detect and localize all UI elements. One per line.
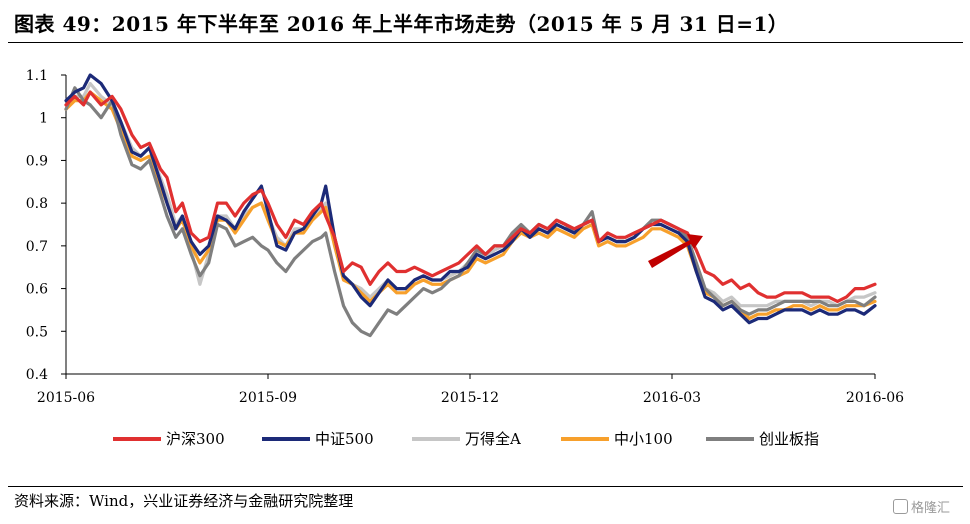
legend-label: 创业板指 — [759, 430, 819, 448]
footer-divider — [8, 486, 963, 487]
y-tick-label: 0.4 — [26, 367, 48, 383]
line-chart: 0.4 0.5 0.6 0.7 0.8 0.9 1 1.1 2015-06 2015-09 2015… — [26, 68, 904, 448]
watermark-text: 格隆汇 — [911, 501, 951, 516]
chart-title: 图表 49：2015 年下半年至 2016 年上半年市场走势（2015 年 5 … — [14, 12, 789, 36]
legend-label: 万得全A — [465, 430, 521, 448]
legend-label: 沪深300 — [166, 430, 225, 448]
x-tick-label: 2016-03 — [643, 390, 701, 406]
y-tick-label: 1 — [39, 111, 48, 127]
series-line-0 — [64, 90, 877, 303]
y-tick-label: 0.9 — [26, 153, 48, 169]
y-tick-label: 0.6 — [26, 282, 48, 298]
y-tick-label: 1.1 — [26, 68, 48, 84]
legend-label: 中证500 — [315, 430, 374, 448]
chart-axes: 0.4 0.5 0.6 0.7 0.8 0.9 1 1.1 2015-06 2015-09 2015… — [26, 68, 904, 406]
y-tick-label: 0.5 — [26, 324, 48, 340]
x-tick-label: 2015-09 — [239, 390, 297, 406]
source-note: 资料来源：Wind，兴业证券经济与金融研究院整理 — [14, 492, 354, 510]
title-divider — [8, 42, 963, 43]
y-tick-label: 0.8 — [26, 196, 48, 212]
series-line-2 — [64, 81, 877, 308]
series-line-3 — [64, 90, 877, 321]
y-tick-label: 0.7 — [26, 239, 48, 255]
x-tick-label: 2016-06 — [846, 390, 904, 406]
series-layer — [64, 73, 877, 338]
watermark-logo-icon — [893, 499, 908, 514]
x-tick-label: 2015-06 — [37, 390, 95, 406]
chart-legend: 沪深300 中证500 万得全A 中小100 创业板指 — [113, 430, 819, 448]
x-tick-label: 2015-12 — [441, 390, 499, 406]
legend-label: 中小100 — [614, 430, 673, 448]
trend-arrow-icon — [648, 234, 703, 268]
annotation-layer — [648, 234, 703, 268]
series-line-4 — [64, 86, 877, 338]
series-line-1 — [64, 73, 877, 325]
watermark: 格隆汇 — [893, 497, 950, 516]
